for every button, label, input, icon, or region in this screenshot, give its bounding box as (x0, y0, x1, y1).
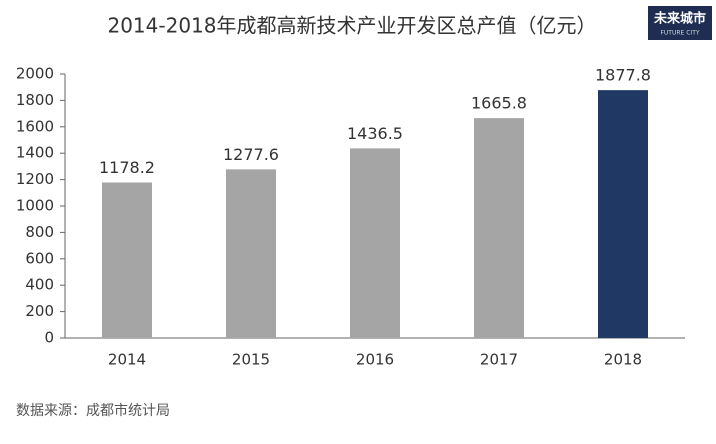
y-tick-label: 200 (25, 302, 54, 320)
value-label: 1877.8 (595, 66, 651, 85)
source-note: 数据来源：成都市统计局 (16, 402, 170, 419)
logo: 未来城市 FUTURE CITY (648, 6, 712, 40)
y-tick-label: 1000 (16, 197, 54, 215)
y-tick-label: 1600 (16, 117, 54, 135)
value-label: 1665.8 (471, 94, 527, 113)
y-tick-label: 600 (25, 249, 54, 267)
x-tick-label: 2017 (480, 351, 518, 369)
logo-background (648, 6, 712, 40)
x-tick-label: 2015 (232, 351, 270, 369)
value-label: 1178.2 (99, 158, 155, 177)
y-tick-label: 1200 (16, 170, 54, 188)
logo-text: 未来城市 (653, 11, 706, 27)
bar (598, 90, 648, 338)
y-tick-label: 800 (25, 223, 54, 241)
x-tick-label: 2016 (356, 351, 394, 369)
bar (350, 148, 400, 338)
bar (226, 169, 276, 338)
y-tick-label: 1400 (16, 144, 54, 162)
y-tick-label: 2000 (16, 65, 54, 83)
y-tick-label: 0 (44, 329, 54, 347)
x-tick-label: 2014 (108, 351, 146, 369)
x-tick-label: 2018 (604, 351, 642, 369)
bar (102, 182, 152, 338)
value-label: 1436.5 (347, 124, 403, 143)
logo-subtext: FUTURE CITY (660, 30, 699, 37)
bar (474, 118, 524, 338)
value-label: 1277.6 (223, 145, 279, 164)
y-tick-label: 400 (25, 276, 54, 294)
y-tick-label: 1800 (16, 91, 54, 109)
chart-title: 2014-2018年成都高新技术产业开发区总产值（亿元） (107, 14, 596, 38)
